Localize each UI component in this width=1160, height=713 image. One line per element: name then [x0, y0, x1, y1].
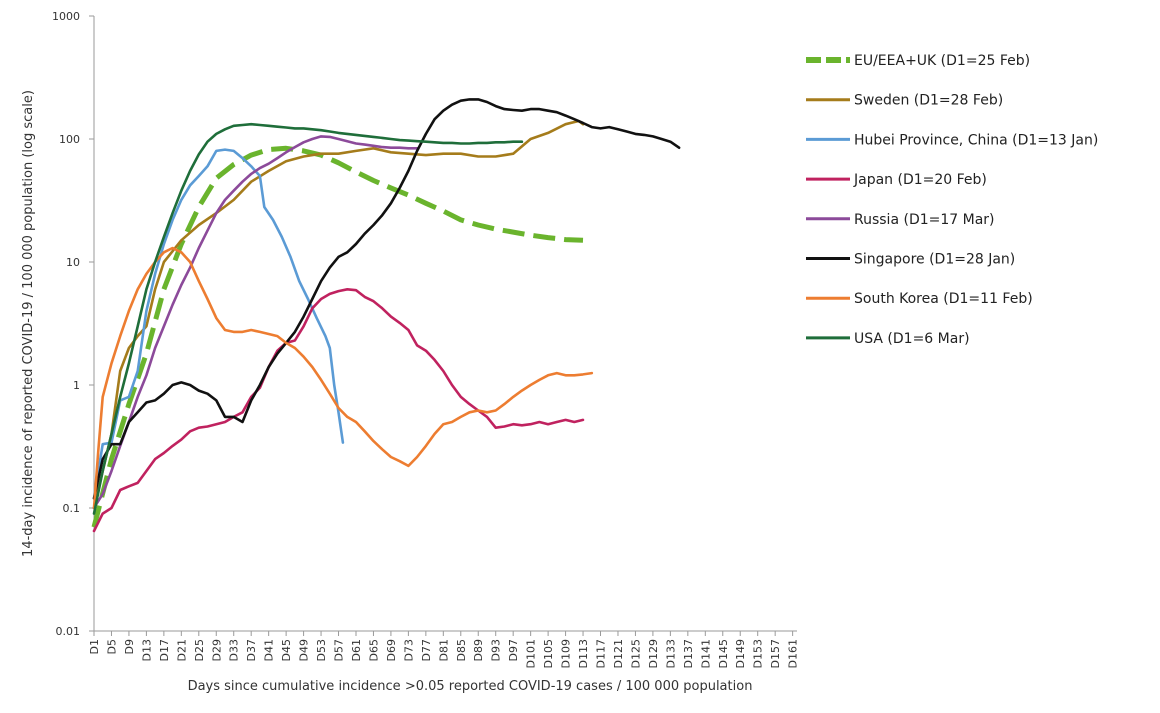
x-tick-label: D5	[105, 639, 118, 654]
x-tick-label: D149	[734, 639, 747, 668]
x-axis-title: Days since cumulative incidence >0.05 re…	[188, 679, 753, 694]
y-tick-label: 100	[59, 133, 80, 146]
x-tick-label: D17	[158, 639, 171, 661]
x-tick-label: D33	[228, 639, 241, 661]
x-tick-label: D85	[455, 639, 468, 661]
x-tick-label: D13	[140, 639, 153, 661]
x-tick-label: D25	[193, 639, 206, 661]
x-tick-label: D157	[769, 639, 782, 668]
x-tick-label: D49	[298, 639, 311, 661]
axes-layer: 0.01 0.1 1 10 100 1000 D1 D5 D9 D13 D17 D21 D25 D29 D3…	[52, 10, 800, 668]
legend-label-0: EU/EEA+UK (D1=25 Feb)	[854, 53, 1030, 69]
x-tick-label: D105	[542, 639, 555, 668]
series-line-4	[92, 135, 419, 510]
legend-label-1: Sweden (D1=28 Feb)	[854, 93, 1003, 109]
legend: EU/EEA+UK (D1=25 Feb) Sweden (D1=28 Feb) H…	[806, 53, 1098, 347]
x-tick-label: D125	[629, 639, 642, 668]
series-layer	[91, 98, 681, 533]
x-tick-label: D129	[647, 639, 660, 668]
x-tick-label: D153	[752, 639, 765, 668]
y-tick-label: 0.01	[56, 625, 81, 638]
series-line-5	[92, 98, 681, 500]
x-tick-label: D41	[263, 639, 276, 661]
x-tick-label: D73	[402, 639, 415, 661]
x-tick-label: D113	[577, 639, 590, 668]
legend-label-2: Hubei Province, China (D1=13 Jan)	[854, 132, 1098, 148]
x-tick-label: D121	[612, 639, 625, 668]
x-tick-label: D81	[437, 639, 450, 661]
x-tick-label: D21	[175, 639, 188, 661]
x-tick-label: D37	[245, 639, 258, 661]
legend-label-3: Japan (D1=20 Feb)	[853, 172, 987, 188]
series-line-2	[92, 148, 345, 500]
labels-layer: 14-day incidence of reported COVID-19 / …	[21, 90, 752, 694]
series-line-6	[92, 246, 594, 510]
x-tick-label: D45	[280, 639, 293, 661]
x-tick-label: D57	[333, 639, 346, 661]
x-tick-label: D145	[717, 639, 730, 668]
x-tick-label: D109	[560, 639, 573, 668]
x-tick-label: D141	[699, 639, 712, 668]
x-tick-label: D133	[664, 639, 677, 668]
x-tick-label: D61	[350, 639, 363, 661]
y-axis-title: 14-day incidence of reported COVID-19 / …	[21, 90, 36, 557]
x-tick-label: D97	[507, 639, 520, 661]
legend-label-6: South Korea (D1=11 Feb)	[854, 291, 1033, 307]
x-tick-label: D1	[88, 639, 101, 654]
x-tick-label: D9	[123, 639, 136, 654]
x-tick-label: D101	[525, 639, 538, 668]
legend-label-7: USA (D1=6 Mar)	[854, 331, 970, 347]
x-tick-label: D93	[490, 639, 503, 661]
series-line-0	[91, 145, 584, 528]
y-tick-label: 1000	[52, 10, 80, 23]
x-tick-label: D77	[420, 639, 433, 661]
x-tick-label: D89	[472, 639, 485, 661]
x-tick-label: D161	[787, 639, 800, 668]
x-tick-label: D137	[682, 639, 695, 668]
series-line-7	[92, 122, 524, 515]
series-line-1	[92, 119, 585, 510]
x-tick-label: D53	[315, 639, 328, 661]
x-tick-label: D69	[385, 639, 398, 661]
x-tick-label: D29	[210, 639, 223, 661]
legend-label-4: Russia (D1=17 Mar)	[854, 212, 995, 228]
x-tick-label: D117	[595, 639, 608, 668]
y-tick-label: 10	[66, 256, 80, 269]
y-tick-label: 0.1	[63, 502, 81, 515]
x-tick-label: D65	[367, 639, 380, 661]
series-line-3	[92, 288, 585, 533]
legend-label-5: Singapore (D1=28 Jan)	[854, 252, 1015, 268]
y-tick-label: 1	[73, 379, 80, 392]
